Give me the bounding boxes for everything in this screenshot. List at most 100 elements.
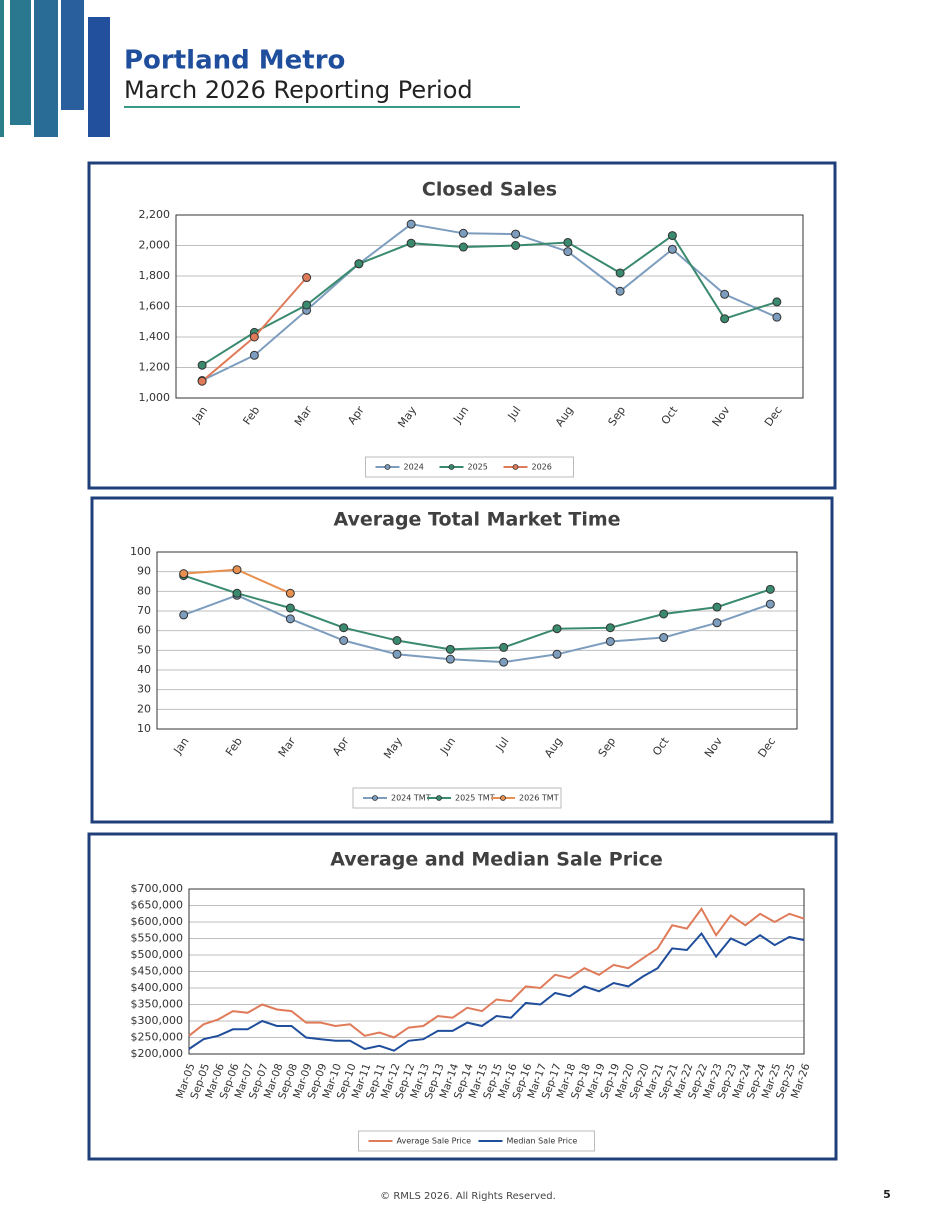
data-point bbox=[605, 623, 615, 633]
data-point bbox=[392, 636, 402, 645]
data-point bbox=[392, 649, 402, 659]
y-tick-label: 1,400 bbox=[139, 330, 171, 343]
legend-label: 2025 TMT bbox=[455, 794, 495, 803]
y-tick-label: 20 bbox=[137, 702, 151, 715]
legend-box bbox=[365, 456, 574, 478]
y-tick-label: $650,000 bbox=[131, 899, 184, 912]
x-tick-label: Jan bbox=[189, 404, 210, 426]
x-tick-label: Jul bbox=[493, 735, 512, 754]
data-point bbox=[445, 644, 455, 654]
x-tick-label: Feb bbox=[240, 404, 262, 427]
data-point bbox=[339, 636, 349, 645]
data-point bbox=[563, 247, 573, 257]
y-tick-label: 50 bbox=[137, 643, 151, 656]
data-point bbox=[720, 314, 730, 324]
data-point bbox=[615, 268, 625, 278]
x-tick-label: Oct bbox=[650, 734, 672, 758]
legend-label: Median Sale Price bbox=[507, 1137, 578, 1146]
data-point bbox=[563, 237, 573, 247]
y-tick-label: $300,000 bbox=[131, 1014, 184, 1027]
data-point bbox=[772, 312, 782, 322]
legend-marker bbox=[448, 464, 455, 470]
x-tick-label: May bbox=[381, 735, 405, 761]
header-bar bbox=[0, 0, 4, 137]
data-point bbox=[249, 350, 259, 360]
data-point bbox=[667, 244, 677, 254]
series-line bbox=[183, 594, 771, 664]
data-point bbox=[406, 238, 416, 248]
legend-label: 2026 TMT bbox=[519, 794, 559, 803]
data-point bbox=[249, 332, 259, 342]
x-tick-label: Sep bbox=[596, 735, 619, 759]
data-point bbox=[232, 588, 242, 598]
x-tick-label: Jan bbox=[171, 735, 192, 757]
x-tick-label: Nov bbox=[710, 404, 733, 429]
data-point bbox=[179, 610, 189, 620]
series-line bbox=[188, 906, 805, 1039]
x-tick-label: Apr bbox=[345, 404, 367, 427]
chart-title: Average and Median Sale Price bbox=[330, 849, 663, 871]
data-point bbox=[232, 565, 242, 575]
y-tick-label: $500,000 bbox=[131, 948, 184, 961]
y-tick-label: $600,000 bbox=[131, 915, 184, 928]
data-point bbox=[285, 614, 295, 624]
x-tick-label: Apr bbox=[330, 735, 352, 758]
legend-marker bbox=[512, 464, 519, 470]
x-tick-label: Jun bbox=[450, 404, 471, 426]
y-tick-label: 100 bbox=[130, 545, 151, 558]
y-tick-label: $450,000 bbox=[131, 965, 184, 978]
y-tick-label: $700,000 bbox=[131, 882, 184, 895]
page-number: 5 bbox=[883, 1188, 891, 1201]
y-tick-label: 40 bbox=[137, 663, 151, 676]
y-tick-label: 90 bbox=[137, 565, 151, 578]
y-tick-label: 30 bbox=[137, 683, 151, 696]
x-tick-label: Dec bbox=[755, 735, 778, 760]
y-tick-label: $350,000 bbox=[131, 998, 184, 1011]
legend-box bbox=[352, 787, 562, 809]
data-point bbox=[197, 360, 207, 370]
page-title: Portland Metro bbox=[124, 46, 345, 76]
chart-frame bbox=[87, 161, 837, 490]
data-point bbox=[285, 588, 295, 598]
x-tick-label: Jun bbox=[437, 735, 458, 757]
header-bar bbox=[10, 0, 31, 125]
legend-label: Average Sale Price bbox=[397, 1137, 472, 1146]
y-tick-label: 1,200 bbox=[139, 361, 171, 374]
data-point bbox=[605, 636, 615, 646]
page-subtitle: March 2026 Reporting Period bbox=[124, 76, 473, 104]
y-tick-label: 2,000 bbox=[139, 239, 171, 252]
legend-marker bbox=[500, 795, 506, 801]
data-point bbox=[659, 609, 669, 619]
data-point bbox=[302, 273, 312, 283]
x-tick-label: Aug bbox=[553, 404, 576, 429]
data-point bbox=[511, 241, 521, 250]
y-tick-label: 70 bbox=[137, 604, 151, 617]
data-point bbox=[339, 623, 349, 633]
legend-marker bbox=[384, 464, 391, 470]
data-point bbox=[712, 618, 722, 628]
plot-frame bbox=[188, 888, 805, 1055]
chart-title: Closed Sales bbox=[422, 179, 557, 201]
y-tick-label: 2,200 bbox=[139, 208, 171, 221]
header-bar bbox=[34, 0, 58, 137]
data-point bbox=[765, 599, 775, 609]
header-bar bbox=[88, 17, 110, 137]
y-tick-label: $550,000 bbox=[131, 932, 184, 945]
data-point bbox=[511, 229, 521, 239]
y-tick-label: 60 bbox=[137, 624, 151, 637]
x-tick-label: Oct bbox=[659, 403, 681, 427]
legend-label: 2026 bbox=[532, 463, 552, 472]
data-point bbox=[197, 376, 207, 386]
chart-frame bbox=[90, 496, 834, 824]
series-line bbox=[201, 223, 778, 382]
x-tick-label: Jul bbox=[505, 404, 524, 423]
data-point bbox=[458, 242, 468, 252]
y-tick-label: 1,800 bbox=[139, 269, 171, 282]
data-point bbox=[712, 602, 722, 612]
y-tick-label: 10 bbox=[137, 722, 151, 735]
y-tick-label: $200,000 bbox=[131, 1047, 184, 1060]
data-point bbox=[772, 297, 782, 307]
data-point bbox=[499, 642, 509, 652]
data-point bbox=[667, 231, 677, 241]
